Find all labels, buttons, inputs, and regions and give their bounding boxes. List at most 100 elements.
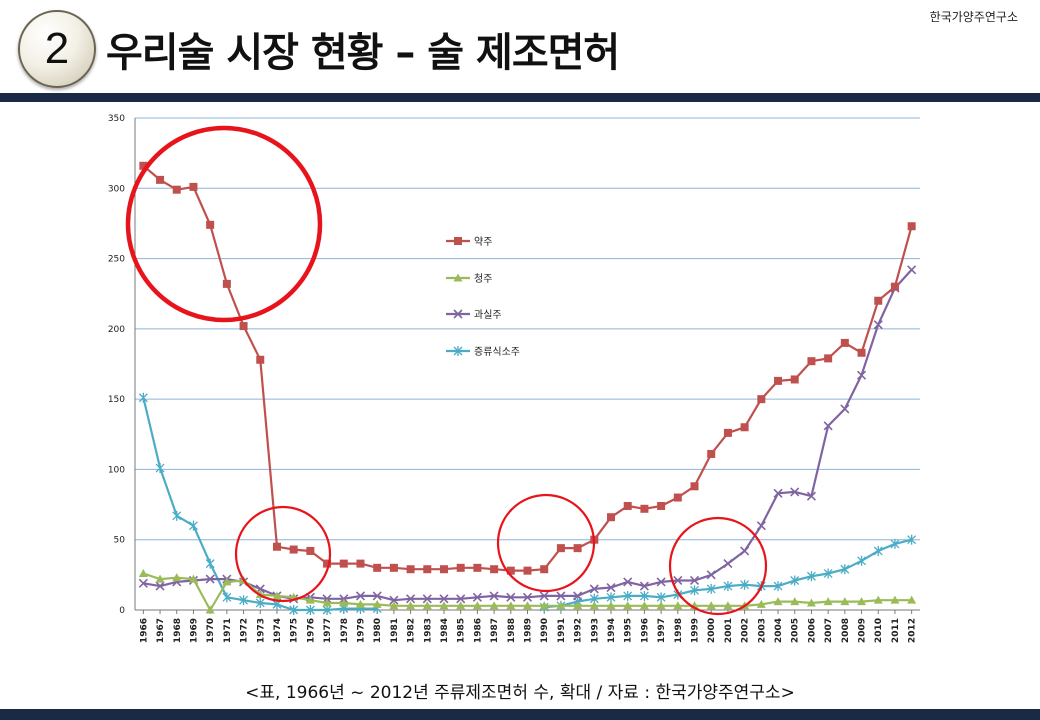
data-point-0 bbox=[623, 501, 632, 510]
y-tick-label: 50 bbox=[114, 536, 126, 546]
data-point-1 bbox=[155, 574, 165, 583]
x-tick-label: 2004 bbox=[774, 618, 784, 643]
data-point-2 bbox=[439, 594, 449, 604]
x-tick-label: 1971 bbox=[223, 618, 233, 643]
x-tick-label: 1987 bbox=[490, 618, 500, 643]
data-point-2 bbox=[907, 265, 917, 275]
data-point-0 bbox=[723, 428, 732, 437]
x-tick-label: 1974 bbox=[273, 618, 283, 643]
data-point-1 bbox=[723, 601, 733, 610]
data-point-0 bbox=[506, 566, 515, 575]
data-point-1 bbox=[823, 597, 833, 606]
data-point-0 bbox=[423, 565, 432, 574]
x-tick-label: 1988 bbox=[507, 618, 517, 643]
data-point-0 bbox=[172, 185, 181, 194]
data-point-2 bbox=[556, 591, 566, 601]
data-point-3 bbox=[188, 520, 198, 531]
data-point-0 bbox=[807, 357, 816, 366]
data-point-0 bbox=[607, 513, 616, 522]
data-point-0 bbox=[657, 501, 666, 510]
data-point-1 bbox=[773, 597, 783, 606]
data-point-1 bbox=[589, 601, 599, 610]
data-point-3 bbox=[706, 583, 716, 594]
data-point-2 bbox=[689, 575, 700, 586]
data-point-0 bbox=[707, 449, 716, 458]
x-tick-label: 1979 bbox=[356, 618, 366, 643]
data-point-0 bbox=[907, 222, 916, 231]
data-point-0 bbox=[790, 375, 799, 384]
data-point-3 bbox=[840, 564, 850, 575]
x-tick-label: 1997 bbox=[657, 618, 667, 643]
data-point-1 bbox=[790, 597, 800, 606]
data-point-3 bbox=[606, 592, 616, 603]
data-point-3 bbox=[857, 555, 867, 566]
x-tick-label: 1989 bbox=[524, 618, 534, 643]
data-point-2 bbox=[756, 521, 766, 531]
x-tick-label: 2000 bbox=[707, 618, 717, 643]
y-tick-label: 100 bbox=[108, 465, 125, 475]
data-point-1 bbox=[456, 601, 466, 610]
data-point-2 bbox=[489, 591, 499, 601]
data-point-0 bbox=[874, 296, 883, 305]
x-tick-label: 1991 bbox=[557, 618, 567, 643]
data-point-1 bbox=[322, 598, 332, 607]
x-tick-label: 1976 bbox=[306, 618, 316, 643]
data-point-1 bbox=[222, 577, 232, 586]
data-point-3 bbox=[155, 463, 165, 474]
data-point-3 bbox=[172, 510, 182, 521]
legend-swatch-marker bbox=[454, 237, 462, 245]
data-point-0 bbox=[673, 493, 682, 502]
data-point-1 bbox=[372, 599, 382, 608]
data-point-0 bbox=[573, 544, 582, 553]
x-tick-label: 1986 bbox=[473, 618, 483, 643]
data-point-3 bbox=[289, 605, 299, 615]
data-point-2 bbox=[673, 575, 683, 586]
data-point-0 bbox=[373, 563, 382, 572]
data-point-0 bbox=[456, 563, 465, 572]
x-tick-label: 2007 bbox=[824, 618, 834, 643]
data-point-2 bbox=[355, 591, 366, 601]
x-tick-label: 1968 bbox=[173, 618, 183, 643]
x-tick-label: 1984 bbox=[440, 618, 450, 643]
data-point-2 bbox=[856, 370, 867, 380]
x-tick-label: 1970 bbox=[206, 618, 216, 643]
data-point-3 bbox=[205, 558, 215, 569]
data-point-2 bbox=[205, 574, 215, 584]
legend-swatch-marker bbox=[453, 346, 463, 356]
annotation-circle bbox=[496, 493, 596, 593]
license-count-line-chart: 0 50 100 150 200 250 300 350 1966 1967 1968 1969 197… bbox=[108, 114, 920, 643]
x-tick-label: 1972 bbox=[240, 618, 250, 643]
data-point-2 bbox=[639, 581, 649, 591]
data-point-0 bbox=[289, 545, 298, 554]
data-point-3 bbox=[690, 585, 699, 596]
data-point-2 bbox=[740, 546, 750, 556]
data-point-1 bbox=[339, 598, 349, 607]
data-point-2 bbox=[389, 595, 399, 605]
data-point-1 bbox=[639, 601, 649, 610]
data-point-2 bbox=[406, 594, 416, 604]
data-point-1 bbox=[406, 601, 416, 610]
data-point-1 bbox=[673, 601, 683, 610]
x-tick-label: 2011 bbox=[891, 618, 901, 643]
data-point-0 bbox=[239, 322, 248, 331]
data-point-0 bbox=[890, 282, 899, 291]
data-point-2 bbox=[573, 591, 583, 601]
data-point-0 bbox=[139, 161, 148, 170]
data-point-2 bbox=[138, 578, 148, 588]
data-point-2 bbox=[656, 577, 666, 587]
data-point-0 bbox=[540, 565, 549, 574]
data-point-2 bbox=[589, 584, 599, 594]
data-point-2 bbox=[539, 591, 549, 601]
data-point-3 bbox=[890, 538, 900, 549]
data-point-1 bbox=[890, 595, 900, 604]
x-tick-label: 1990 bbox=[540, 618, 550, 643]
data-point-3 bbox=[773, 581, 783, 592]
data-point-2 bbox=[472, 592, 482, 602]
data-point-2 bbox=[723, 559, 733, 569]
data-point-2 bbox=[623, 577, 633, 587]
data-point-0 bbox=[439, 565, 448, 574]
x-tick-label: 1982 bbox=[407, 618, 417, 643]
data-point-2 bbox=[372, 591, 382, 601]
annotation-circle bbox=[668, 516, 768, 616]
data-point-3 bbox=[322, 605, 332, 615]
